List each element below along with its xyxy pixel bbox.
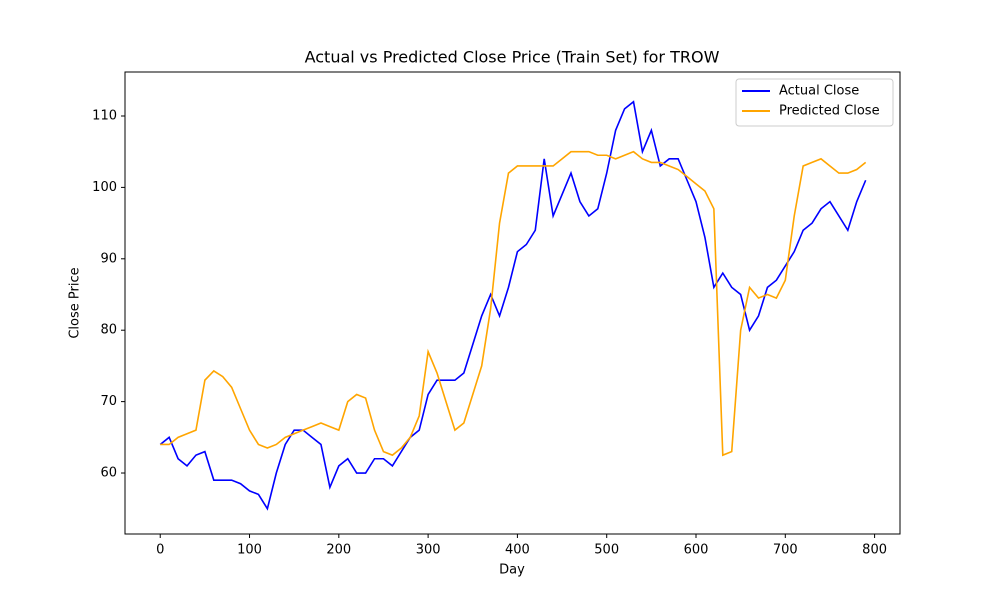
y-tick-label: 70 <box>100 394 117 409</box>
x-tick-label: 100 <box>237 543 262 558</box>
x-tick-label: 700 <box>773 543 798 558</box>
legend-label: Predicted Close <box>779 104 880 119</box>
y-tick-label: 60 <box>100 466 117 481</box>
chart-title: Actual vs Predicted Close Price (Train S… <box>305 48 720 67</box>
series-line <box>160 150 867 457</box>
x-tick-label: 0 <box>156 543 164 558</box>
y-tick-label: 100 <box>92 180 117 195</box>
x-tick-label: 600 <box>684 543 709 558</box>
x-tick-label: 800 <box>862 543 887 558</box>
y-tick-label: 90 <box>100 251 117 266</box>
x-tick-label: 200 <box>326 543 351 558</box>
x-axis-label: Day <box>499 563 525 578</box>
x-tick-label: 300 <box>416 543 441 558</box>
plot-frame <box>124 71 901 535</box>
legend-box <box>735 78 894 127</box>
x-tick-label: 500 <box>594 543 619 558</box>
y-tick-label: 110 <box>92 108 117 123</box>
x-tick-label: 400 <box>505 543 530 558</box>
y-axis-label: Close Price <box>68 267 83 338</box>
series-line <box>159 100 867 511</box>
y-tick-label: 80 <box>100 323 117 338</box>
legend-label: Actual Close <box>779 84 859 99</box>
